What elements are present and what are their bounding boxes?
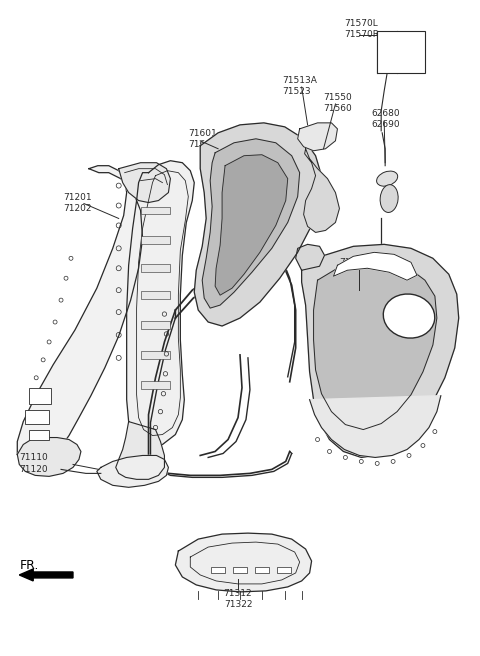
Text: 71601
71602: 71601 71602 — [188, 129, 217, 149]
Bar — [277, 567, 291, 573]
Polygon shape — [202, 139, 300, 308]
Text: 71550
71560: 71550 71560 — [324, 93, 352, 113]
Polygon shape — [116, 422, 165, 480]
Text: 71110
71120: 71110 71120 — [19, 453, 48, 474]
Polygon shape — [313, 262, 437, 430]
FancyArrow shape — [19, 569, 73, 581]
Bar — [29, 430, 49, 440]
Polygon shape — [334, 253, 417, 280]
Polygon shape — [215, 155, 288, 295]
Bar — [141, 351, 170, 359]
Polygon shape — [175, 533, 312, 592]
Polygon shape — [97, 455, 168, 487]
Bar — [141, 264, 170, 272]
Text: 62680
62690: 62680 62690 — [371, 109, 400, 129]
Text: 71312
71322: 71312 71322 — [224, 589, 252, 609]
Polygon shape — [194, 123, 322, 326]
Bar — [141, 236, 170, 244]
Polygon shape — [17, 166, 143, 465]
Bar — [141, 207, 170, 215]
Text: 71570L
71570R: 71570L 71570R — [344, 19, 379, 39]
Polygon shape — [310, 396, 441, 457]
Bar — [377, 31, 425, 73]
Bar — [141, 291, 170, 299]
Bar — [233, 567, 247, 573]
Text: 71201
71202: 71201 71202 — [63, 193, 92, 213]
Polygon shape — [127, 161, 194, 447]
Polygon shape — [304, 149, 339, 232]
Bar — [255, 567, 269, 573]
Text: 71503B
71504B: 71503B 71504B — [339, 258, 374, 278]
Polygon shape — [296, 244, 324, 270]
Polygon shape — [17, 438, 81, 476]
Bar — [29, 388, 51, 403]
Polygon shape — [301, 244, 459, 457]
Bar — [141, 380, 170, 389]
Ellipse shape — [383, 294, 435, 338]
Ellipse shape — [377, 171, 398, 186]
Polygon shape — [119, 163, 170, 203]
Bar — [211, 567, 225, 573]
Text: 71513A
71523: 71513A 71523 — [282, 76, 317, 96]
Bar — [141, 321, 170, 329]
Bar — [25, 409, 49, 424]
Ellipse shape — [380, 184, 398, 213]
Polygon shape — [298, 123, 337, 151]
Text: FR.: FR. — [19, 559, 39, 572]
